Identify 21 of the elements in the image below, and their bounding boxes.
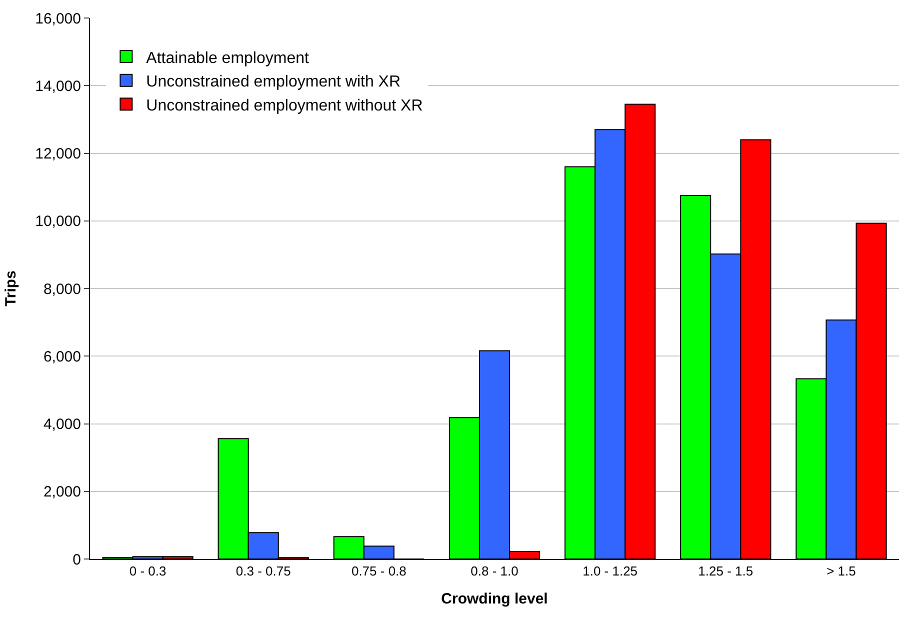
y-tick-label: 4,000 (43, 416, 81, 433)
y-tick-label: 8,000 (43, 280, 81, 298)
y-tick-label: 6,000 (43, 348, 81, 366)
legend-label: Attainable employment (146, 50, 310, 67)
x-tick-label: 0 - 0.3 (129, 564, 166, 579)
x-axis-title: Crowding level (441, 590, 548, 608)
y-tick-label: 14,000 (35, 78, 81, 95)
x-tick-label: 0.8 - 1.0 (470, 564, 518, 579)
y-tick-label: 12,000 (35, 146, 81, 162)
legend-label: Unconstrained employment with XR (146, 74, 401, 91)
x-tick-label: 1.0 - 1.25 (582, 564, 638, 579)
x-tick-label: 1.25 - 1.5 (698, 564, 754, 579)
y-tick-label: 2,000 (43, 484, 81, 501)
x-tick-label: > 1.5 (826, 564, 856, 579)
x-tick-label: 0.75 - 0.8 (351, 564, 406, 579)
y-tick-label: 0 (72, 551, 81, 568)
x-tick-label: 0.3 - 0.75 (236, 564, 291, 579)
legend-label: Unconstrained employment without XR (146, 97, 423, 114)
y-axis-title: Trips (2, 270, 20, 306)
y-tick-label: 16,000 (35, 10, 81, 28)
y-tick-label: 10,000 (35, 213, 81, 230)
